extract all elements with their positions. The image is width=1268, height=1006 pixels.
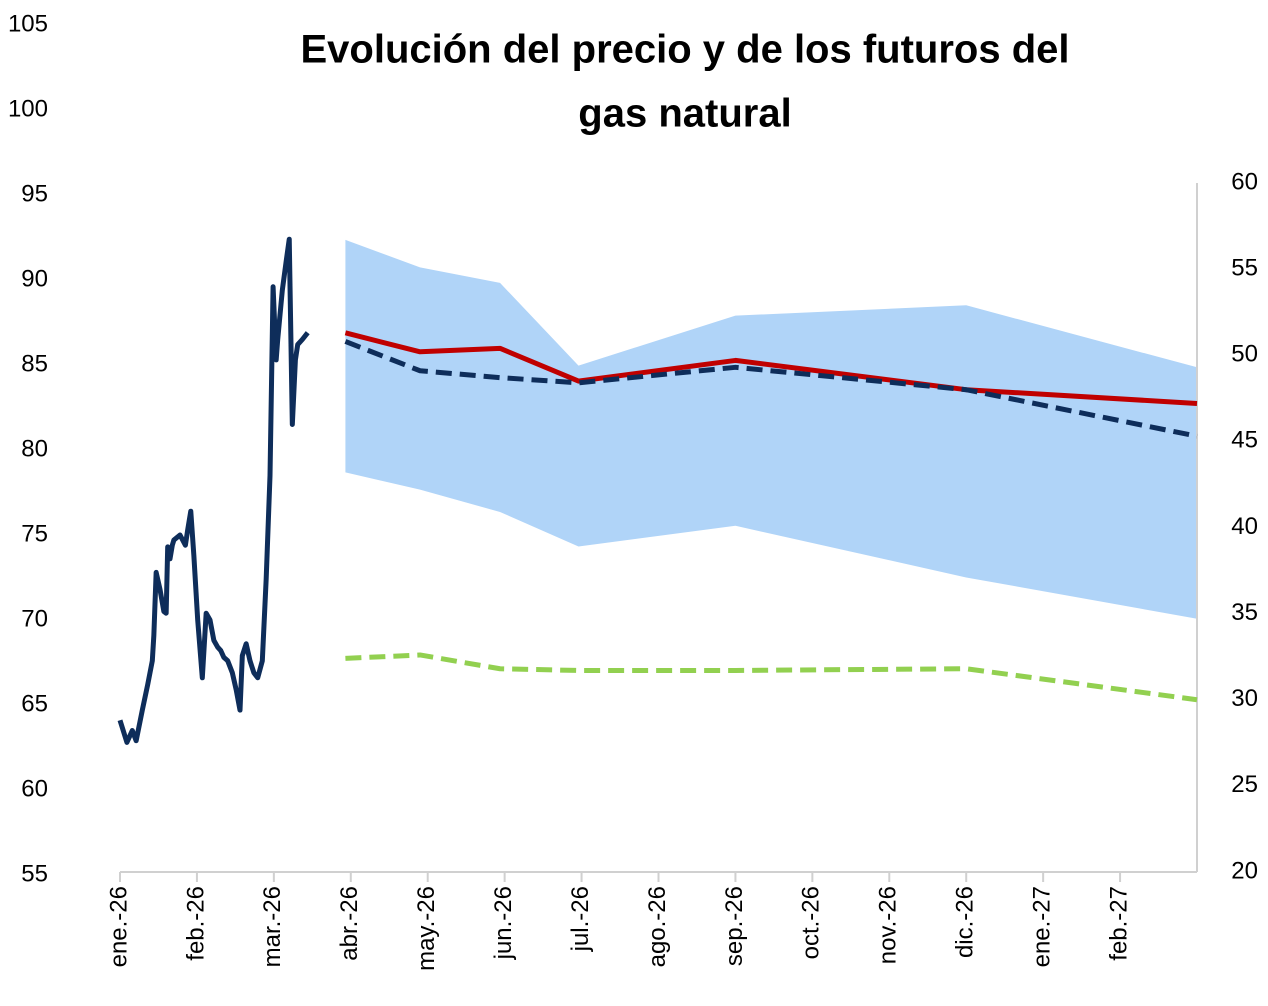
x-tick-label: feb.-27 bbox=[1105, 886, 1132, 961]
chart-title: gas natural bbox=[578, 92, 791, 136]
y2-tick-label: 55 bbox=[1231, 254, 1258, 281]
y-tick-label: 65 bbox=[21, 690, 48, 717]
y-tick-label: 105 bbox=[8, 10, 48, 37]
y-tick-label: 90 bbox=[21, 265, 48, 292]
x-tick-label: dic.-26 bbox=[952, 886, 979, 958]
x-tick-label: nov.-26 bbox=[875, 886, 902, 964]
x-tick-label: ene.-27 bbox=[1028, 886, 1055, 967]
x-tick-label: abr.-26 bbox=[336, 886, 363, 961]
y-tick-label: 85 bbox=[21, 350, 48, 377]
series-line bbox=[117, 236, 310, 745]
y2-tick-label: 50 bbox=[1231, 341, 1258, 368]
x-tick-label: may.-26 bbox=[413, 886, 440, 971]
x-tick-label: ene.-26 bbox=[105, 886, 132, 967]
x-tick-label: ago.-26 bbox=[644, 886, 671, 967]
y-tick-label: 95 bbox=[21, 180, 48, 207]
chart-title: Evolución del precio y de los futuros de… bbox=[300, 28, 1069, 72]
y-tick-label: 70 bbox=[21, 605, 48, 632]
y-tick-label: 80 bbox=[21, 435, 48, 462]
y2-tick-label: 30 bbox=[1231, 685, 1258, 712]
y-tick-label: 100 bbox=[8, 95, 48, 122]
y2-tick-label: 40 bbox=[1231, 513, 1258, 540]
x-tick-label: oct.-26 bbox=[798, 886, 825, 959]
x-tick-label: mar.-26 bbox=[259, 886, 286, 967]
y-tick-label: 60 bbox=[21, 775, 48, 802]
series-line bbox=[344, 339, 1198, 439]
y2-tick-label: 35 bbox=[1231, 599, 1258, 626]
y2-tick-label: 20 bbox=[1231, 857, 1258, 884]
y-tick-label: 75 bbox=[21, 520, 48, 547]
x-tick-label: sep.-26 bbox=[721, 886, 748, 966]
y2-tick-label: 25 bbox=[1231, 771, 1258, 798]
range-band bbox=[345, 239, 1197, 619]
x-tick-label: jul.-26 bbox=[567, 886, 594, 952]
series-line bbox=[345, 652, 1198, 703]
x-tick-label: jun.-26 bbox=[490, 886, 517, 960]
x-tick-label: feb.-26 bbox=[182, 886, 209, 961]
y-tick-label: 55 bbox=[21, 860, 48, 887]
y2-tick-label: 45 bbox=[1231, 427, 1258, 454]
y2-tick-label: 60 bbox=[1231, 168, 1258, 195]
